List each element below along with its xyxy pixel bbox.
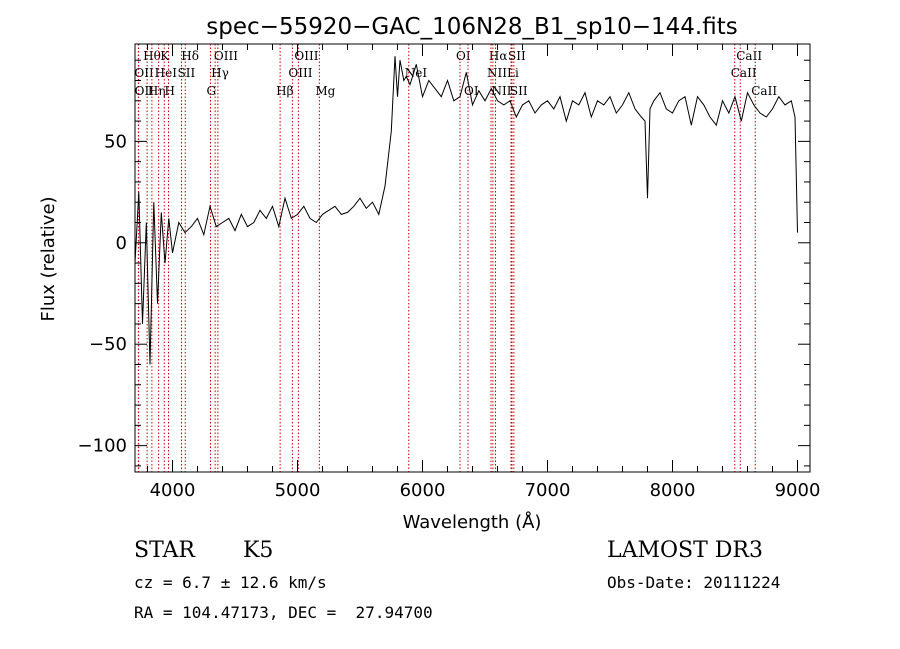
object-subclass: K5	[243, 538, 274, 563]
x-tick-label: 9000	[775, 480, 821, 501]
x-tick-label: 6000	[400, 480, 446, 501]
axes-layer: 4000 5000 6000 7000 8000 9000 50 0 −50 −100	[78, 43, 821, 501]
y-tick-label: −100	[78, 436, 127, 457]
x-tick-label: 5000	[275, 480, 321, 501]
x-tick-label: 7000	[525, 480, 571, 501]
line-label: CaII	[736, 49, 762, 63]
line-label: SII	[510, 84, 528, 98]
line-label: OII	[135, 84, 155, 98]
survey-name: LAMOST DR3	[607, 538, 763, 563]
line-label: SII	[178, 66, 196, 80]
line-label: Hγ	[211, 66, 229, 80]
line-label: HeI	[155, 66, 178, 80]
line-label: G	[207, 84, 217, 98]
line-label: Hα	[489, 49, 508, 63]
y-tick-label: −50	[89, 334, 127, 355]
object-class: STAR	[134, 538, 195, 563]
line-label: Hη	[148, 84, 166, 98]
line-label: Li	[507, 66, 519, 80]
spectrum-line	[134, 56, 798, 365]
redshift-text: cz = 6.7 ± 12.6 km/s	[134, 573, 327, 592]
y-tick-label: 50	[104, 131, 127, 152]
line-label: K	[160, 49, 170, 63]
coordinates-text: RA = 104.47173, DEC = 27.94700	[134, 603, 433, 622]
line-label: Hβ	[276, 84, 293, 98]
line-label: H	[165, 84, 175, 98]
y-axis-label: Flux (relative)	[38, 196, 59, 321]
x-tick-label: 4000	[150, 480, 196, 501]
line-label: NII	[487, 66, 507, 80]
x-axis-label: Wavelength (Å)	[403, 511, 542, 533]
y-tick-label: 0	[116, 233, 127, 254]
line-label: CaII	[751, 84, 777, 98]
series-layer	[134, 56, 798, 365]
line-label: SII	[508, 49, 526, 63]
line-label: OI	[464, 84, 479, 98]
line-label: OIII	[288, 66, 312, 80]
line-label: Mg	[315, 84, 335, 98]
plot-frame	[134, 43, 811, 473]
x-tick-label: 8000	[650, 480, 696, 501]
line-label: Hδ	[181, 49, 199, 63]
chart-title: spec−55920−GAC_106N28_B1_sp10−144.fits	[206, 14, 737, 40]
obs-date-text: Obs-Date: 20111224	[607, 573, 781, 592]
line-label: CaII	[731, 66, 757, 80]
line-label: OI	[456, 49, 471, 63]
line-label: NII	[492, 84, 512, 98]
line-label: NeI	[405, 66, 428, 80]
line-label: OII	[134, 66, 154, 80]
line-label: OIII	[294, 49, 318, 63]
line-label: OIII	[214, 49, 238, 63]
